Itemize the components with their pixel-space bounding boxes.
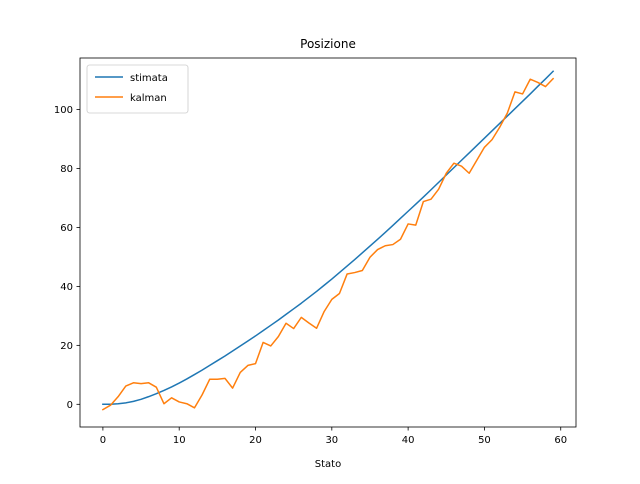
legend: stimata kalman xyxy=(86,64,189,114)
chart-title: Posizione xyxy=(300,37,356,51)
x-tick-label: 10 xyxy=(173,435,186,446)
y-tick-label: 0 xyxy=(67,400,73,411)
x-tick-label: 20 xyxy=(249,435,262,446)
y-tick-label: 60 xyxy=(60,223,73,234)
x-tick-label: 50 xyxy=(478,435,491,446)
legend-label-stimata: stimata xyxy=(130,73,168,84)
series-line-stimata xyxy=(102,70,555,406)
y-tick-label: 40 xyxy=(60,282,73,293)
plot-area xyxy=(101,70,555,411)
axes-frame xyxy=(79,57,577,428)
axes: 0 10 20 30 40 50 60 0 20 40 60 80 100 xyxy=(54,57,577,446)
y-tick-label: 100 xyxy=(54,105,73,116)
x-tick-label: 30 xyxy=(325,435,338,446)
x-tick-label: 60 xyxy=(554,435,567,446)
y-tick-label: 20 xyxy=(60,341,73,352)
y-tick-label: 80 xyxy=(60,164,73,175)
x-tick-label: 0 xyxy=(100,435,106,446)
series-line-kalman xyxy=(101,77,555,411)
x-axis-label: Stato xyxy=(315,459,341,470)
x-tick-label: 40 xyxy=(402,435,415,446)
legend-label-kalman: kalman xyxy=(130,93,167,104)
